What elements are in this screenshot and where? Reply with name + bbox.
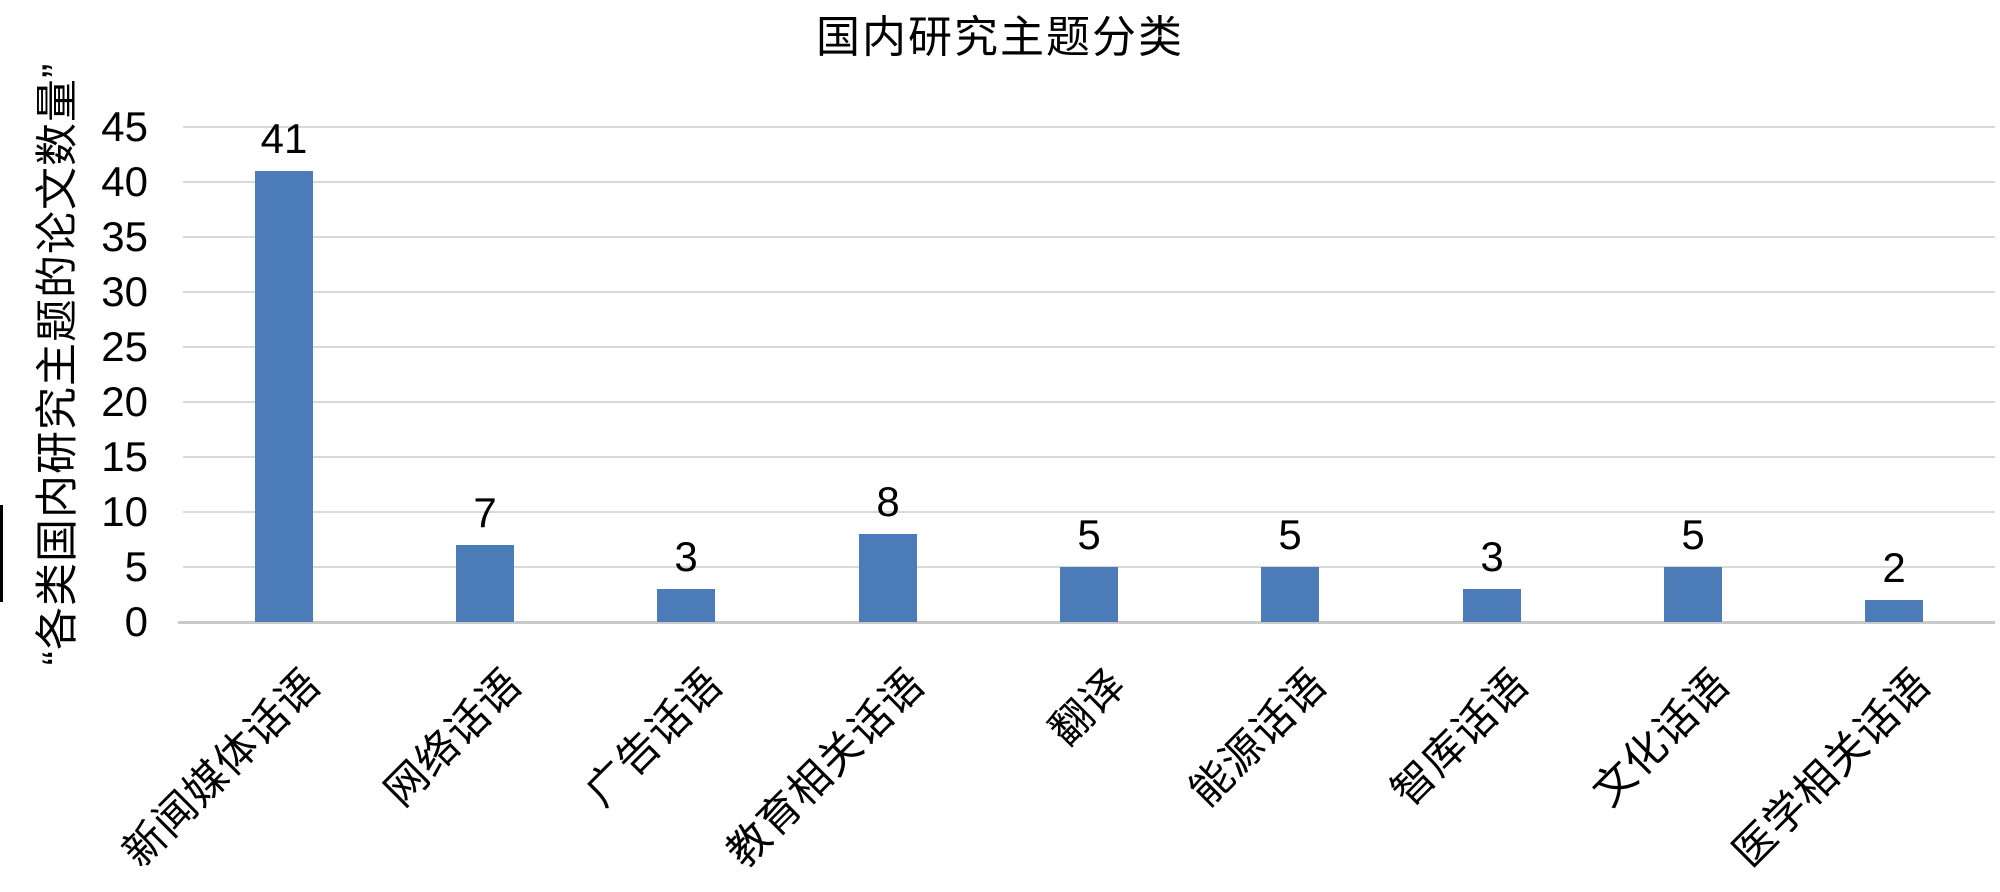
- y-tick-label: 40: [101, 158, 148, 205]
- bar-value-label: 7: [473, 489, 497, 536]
- bar: [1865, 600, 1923, 622]
- y-tick-label: 45: [101, 103, 148, 150]
- y-gridline: [183, 511, 1995, 513]
- x-category-label: 新闻媒体话语: [113, 660, 330, 876]
- x-category-label: 网络话语: [375, 660, 531, 815]
- bar: [859, 534, 917, 622]
- bar: [1664, 567, 1722, 622]
- bar-value-label: 3: [1480, 533, 1504, 580]
- bar: [1463, 589, 1521, 622]
- bar-value-label: 5: [1278, 511, 1302, 558]
- chart-title: 国内研究主题分类: [816, 13, 1184, 62]
- y-gridline: [183, 181, 1995, 183]
- y-gridline: [183, 236, 1995, 238]
- bar: [255, 171, 313, 622]
- y-gridline: [183, 126, 1995, 128]
- bar: [456, 545, 514, 622]
- left-border-artifact: [0, 505, 3, 602]
- x-category-label: 教育相关话语: [717, 660, 934, 876]
- bar-value-label: 2: [1882, 544, 1906, 591]
- bar: [657, 589, 715, 622]
- x-axis-line: [178, 621, 1995, 624]
- y-tick-label: 25: [101, 323, 148, 370]
- y-gridline: [183, 346, 1995, 348]
- y-tick-label: 10: [101, 488, 148, 535]
- bar: [1261, 567, 1319, 622]
- x-category-label: 能源话语: [1180, 660, 1336, 815]
- x-category-label: 医学相关话语: [1723, 660, 1940, 876]
- x-category-label: 广告话语: [576, 660, 732, 815]
- y-tick-label: 15: [101, 433, 148, 480]
- y-gridline: [183, 401, 1995, 403]
- bar-value-label: 41: [260, 115, 308, 162]
- x-category-label: 智库话语: [1382, 660, 1538, 815]
- y-gridline: [183, 291, 1995, 293]
- y-gridline: [183, 456, 1995, 458]
- bar-value-label: 3: [674, 533, 698, 580]
- y-tick-label: 30: [101, 268, 148, 315]
- bar-value-label: 5: [1077, 511, 1101, 558]
- bar: [1060, 567, 1118, 622]
- y-tick-label: 5: [124, 543, 148, 590]
- x-category-label: 文化话语: [1583, 660, 1739, 815]
- y-tick-label: 0: [124, 598, 148, 645]
- y-tick-label: 35: [101, 213, 148, 260]
- bar-value-label: 5: [1681, 511, 1705, 558]
- x-category-label: 翻译: [1040, 660, 1135, 755]
- y-tick-label: 20: [101, 378, 148, 425]
- bar-value-label: 8: [876, 478, 900, 525]
